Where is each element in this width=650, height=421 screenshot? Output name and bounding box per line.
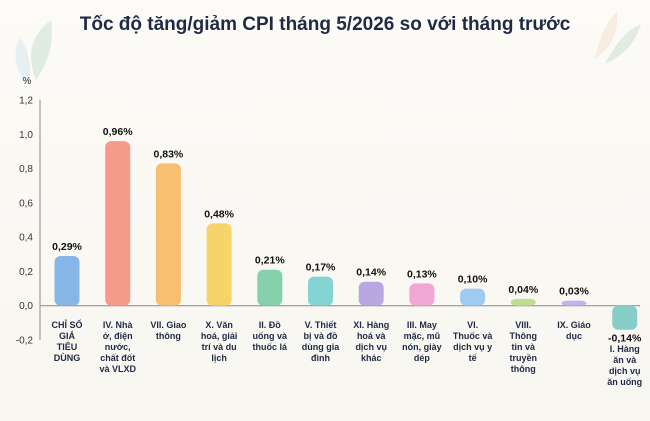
category-label-line: truyền — [510, 353, 538, 363]
category-label-line: tế — [469, 353, 478, 363]
bar — [460, 288, 486, 306]
category-label-line: khác — [361, 353, 382, 363]
category-label: III. May mặc, mũ nón, giày dép — [402, 320, 442, 363]
category-label-line: dịch vụ — [355, 342, 387, 352]
category-label-line: I. Hàng — [610, 344, 640, 354]
y-tick-label: 1,2 — [19, 96, 33, 107]
category-label: CHỈ SỐ GIÁ TIÊU DÙNG — [51, 319, 82, 363]
value-label: 0,48% — [204, 208, 234, 220]
y-tick-label: 1,0 — [19, 130, 33, 141]
y-tick-label: 0,6 — [19, 198, 33, 209]
category-label-line: dùng gia — [302, 342, 340, 352]
category-label-line: DÙNG — [54, 352, 81, 363]
leaf-decoration-icon — [595, 12, 641, 64]
category-label-line: TIÊU — [57, 341, 78, 352]
category-label-line: II. Đồ — [259, 320, 282, 330]
bar — [54, 256, 80, 306]
y-tick-label: 0,0 — [19, 301, 33, 312]
category-label-line: CHỈ SỐ — [51, 319, 82, 330]
value-label: 0,17% — [306, 262, 336, 274]
category-label-line: VIII. — [515, 320, 531, 330]
category-label-line: IV. Nhà — [103, 320, 134, 330]
category-label: VI. Thuốc và dịch vụ y tế — [453, 320, 494, 363]
category-label: V. Thiết bị và đồ dùng gia đình — [302, 320, 340, 363]
y-tick-label: -0,2 — [16, 336, 34, 347]
value-label: 0,14% — [356, 267, 386, 279]
category-label: X. Văn hoá, giải trí và du lịch — [201, 320, 238, 363]
category-label-line: hoá và — [357, 331, 387, 341]
category-label-line: GIÁ — [59, 331, 76, 341]
bar — [409, 283, 435, 306]
category-label-line: thông — [511, 364, 536, 374]
bar — [155, 163, 181, 306]
value-label: 0,83% — [154, 148, 184, 160]
category-label-line: dục — [566, 331, 582, 341]
value-label: 0,29% — [52, 241, 82, 253]
category-label-line: trí và du — [202, 342, 237, 352]
bar — [358, 281, 384, 306]
category-label-line: X. Văn — [205, 320, 233, 330]
category-label-line: lịch — [211, 353, 227, 363]
category-label: IV. Nhà ở, điện nước, chất đốt và VLXD — [99, 320, 136, 374]
category-label-line: V. Thiết — [305, 320, 337, 330]
category-label-line: nước, — [105, 342, 131, 352]
category-label-line: tin và — [512, 342, 537, 352]
bar — [257, 269, 283, 306]
category-label-line: dép — [414, 353, 431, 363]
bar — [308, 276, 333, 306]
bar — [561, 300, 587, 306]
category-label: I. Hàng ăn và dịch vụ ăn uống — [607, 344, 642, 387]
category-label: VIII. Thông tin và truyền thông — [510, 320, 538, 374]
category-label-line: ăn uống — [607, 377, 642, 387]
category-label-line: ăn và — [613, 355, 637, 365]
bar — [612, 305, 638, 330]
category-label-line: hoá, giải — [201, 331, 238, 341]
category-label-line: nón, giày — [402, 342, 442, 352]
chart-title: Tốc độ tăng/giảm CPI tháng 5/2026 so với… — [79, 14, 571, 35]
category-label-line: ở, điện — [103, 331, 133, 341]
value-label: 0,13% — [407, 268, 437, 280]
category-label-line: IX. Giáo — [557, 320, 591, 330]
category-label-line: bị và đồ — [303, 331, 338, 341]
category-label: VII. Giao thông — [150, 320, 187, 341]
y-axis-unit: % — [23, 76, 32, 87]
category-label: II. Đồ uống và thuốc lá — [253, 320, 288, 352]
category-label-line: đình — [311, 353, 330, 363]
category-label-line: dịch vụ — [609, 366, 641, 376]
category-label-line: uống và — [253, 331, 288, 341]
category-label-line: Thông — [510, 331, 538, 341]
category-label-line: thông — [156, 331, 181, 341]
bar — [105, 141, 131, 306]
bar — [206, 223, 232, 306]
value-label: 0,03% — [559, 286, 589, 298]
category-label: IX. Giáo dục — [557, 320, 591, 341]
y-tick-label: 0,8 — [19, 164, 33, 175]
category-label-line: VI. — [467, 320, 478, 330]
category-label-line: mặc, mũ — [404, 331, 441, 341]
value-label: 0,96% — [103, 126, 133, 138]
y-tick-label: 0,2 — [19, 267, 33, 278]
category-label-line: XI. Hàng — [353, 320, 389, 330]
category-label-line: và VLXD — [99, 364, 136, 374]
leaf-decoration-icon — [15, 20, 52, 85]
value-label: 0,21% — [255, 255, 285, 267]
category-label-line: VII. Giao — [150, 320, 187, 330]
category-label-line: chất đốt — [100, 353, 135, 363]
value-label: -0,14% — [608, 333, 642, 345]
category-label-line: III. May — [407, 320, 437, 330]
category-label-line: Thuốc và — [453, 331, 494, 341]
category-label-line: dịch vụ y — [453, 342, 492, 352]
category-label-line: thuốc lá — [253, 342, 288, 352]
y-tick-label: 0,4 — [19, 233, 33, 244]
value-label: 0,04% — [508, 284, 538, 296]
category-label: XI. Hàng hoá và dịch vụ khác — [353, 320, 389, 363]
bar — [510, 298, 536, 306]
value-label: 0,10% — [458, 274, 488, 286]
